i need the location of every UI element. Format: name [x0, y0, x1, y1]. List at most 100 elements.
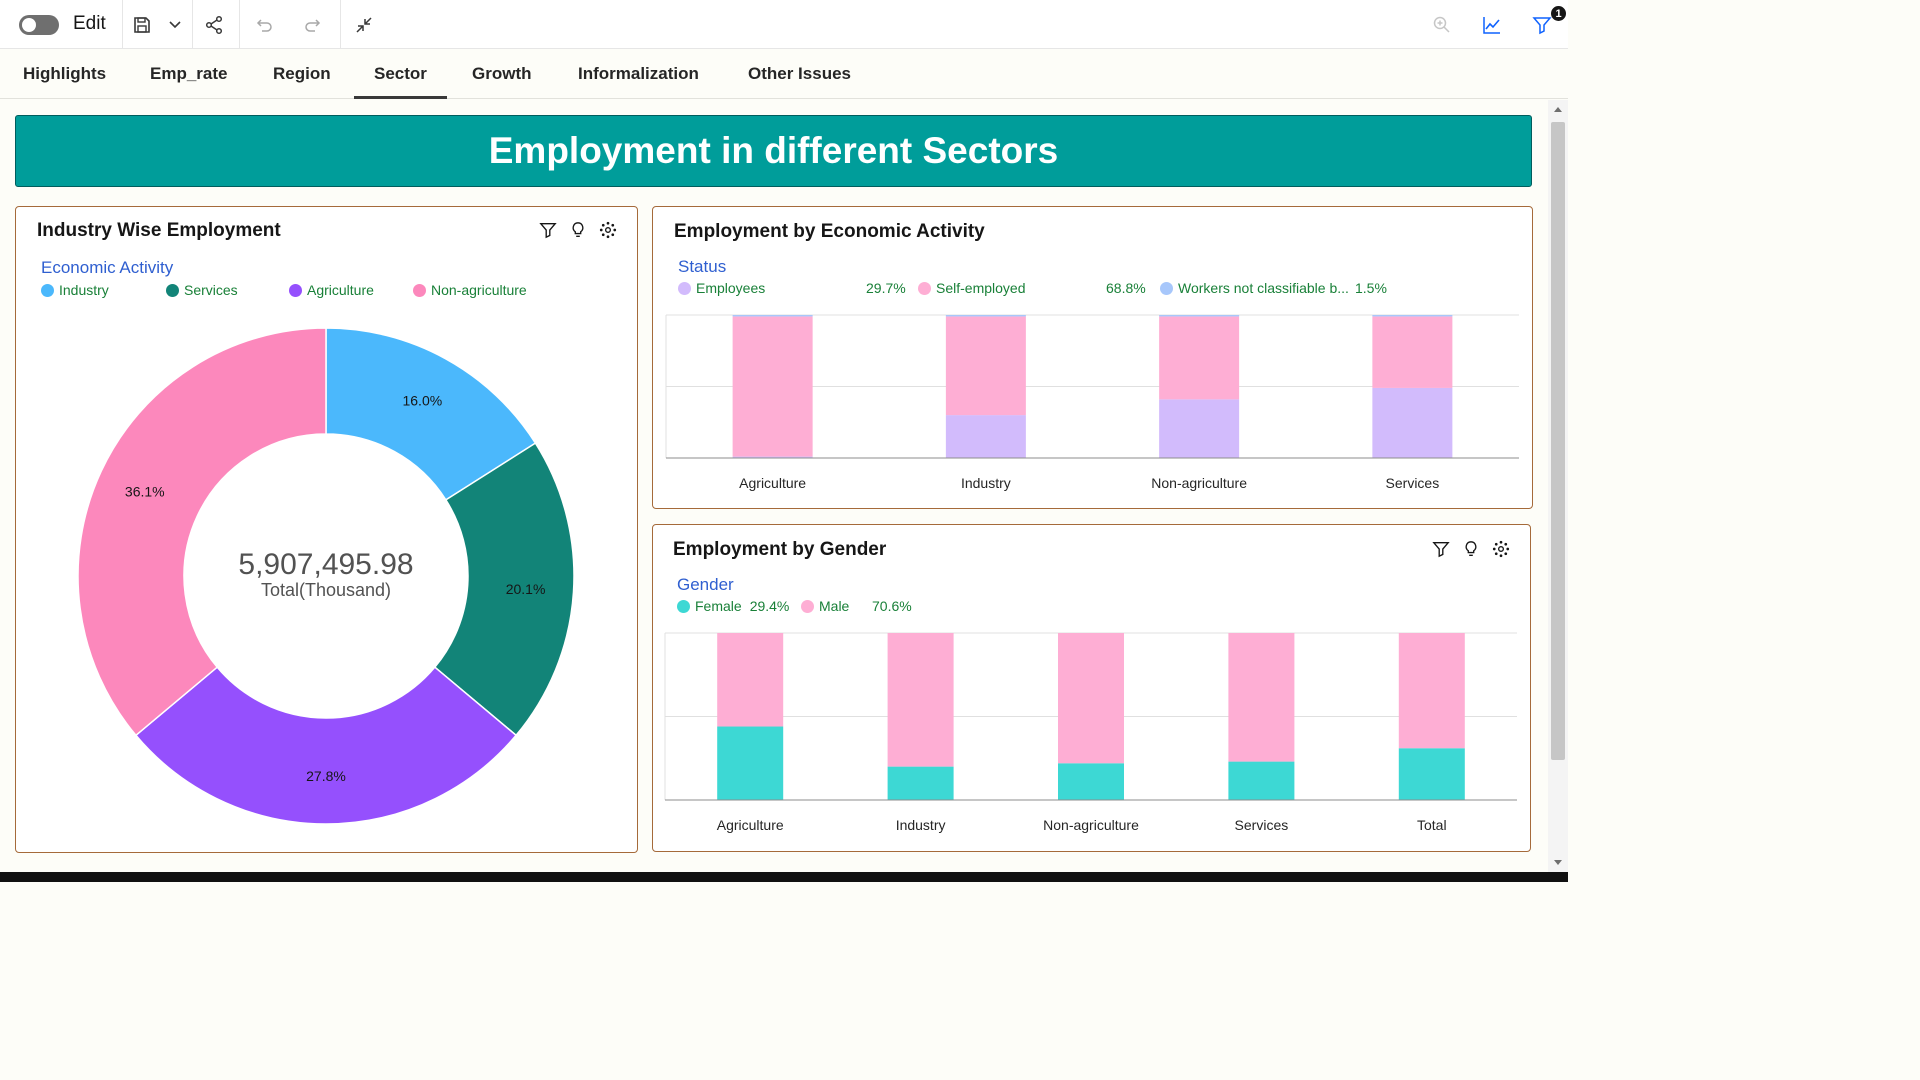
legend-item-female[interactable]: Female 29.4% [677, 598, 789, 614]
filter-icon[interactable] [1432, 540, 1450, 558]
legend-item-male[interactable]: Male [801, 598, 849, 614]
card-actions [1432, 540, 1510, 558]
card-title: Employment by Gender [673, 539, 887, 560]
legend-percent: 1.5% [1355, 280, 1387, 296]
donut-slice-agriculture[interactable] [134, 666, 518, 825]
bar-segment-employees[interactable] [945, 415, 1026, 458]
x-axis-tick-label: Non-agriculture [1043, 817, 1139, 833]
filter-icon[interactable] [539, 221, 557, 239]
bar-segment-female[interactable] [887, 766, 954, 800]
legend-pct: 29.7% [866, 280, 906, 296]
redo-icon[interactable] [301, 0, 325, 49]
bar-segment-workers-not-classifiable-b[interactable] [1159, 315, 1240, 317]
gender-employment-card: Employment by Gender Gender Female 29.4% … [652, 524, 1531, 852]
share-icon[interactable] [202, 0, 226, 49]
tab-growth[interactable]: Growth [472, 64, 532, 83]
legend-item-services[interactable]: Services [166, 282, 238, 298]
scroll-down-icon[interactable] [1548, 856, 1568, 870]
bar-segment-self-employed[interactable] [1372, 316, 1453, 388]
legend-dot [289, 283, 302, 297]
chart-trend-icon[interactable] [1480, 0, 1504, 49]
zoom-in-icon[interactable] [1430, 0, 1454, 49]
x-axis-tick-label: Total [1417, 817, 1447, 833]
card-actions [539, 221, 617, 239]
legend-item-self-employed[interactable]: Self-employed [918, 280, 1026, 296]
scroll-up-icon[interactable] [1548, 102, 1568, 116]
legend-dot [413, 283, 426, 297]
tab-sector[interactable]: Sector [354, 49, 447, 99]
bar-segment-employees[interactable] [1159, 399, 1240, 458]
bar-segment-workers-not-classifiable-b[interactable] [732, 315, 813, 317]
legend-title: Status [678, 257, 727, 276]
collapse-icon[interactable] [352, 0, 376, 49]
donut-slice-non-agriculture[interactable] [77, 327, 327, 737]
donut-slice-label: 16.0% [402, 393, 442, 409]
card-title: Employment by Economic Activity [674, 221, 985, 242]
bar-segment-workers-not-classifiable-b[interactable] [945, 315, 1026, 317]
legend-item-agriculture[interactable]: Agriculture [289, 282, 374, 298]
legend-label: Employees [696, 280, 766, 296]
tab-region[interactable]: Region [273, 64, 331, 83]
legend-item-employees[interactable]: Employees [678, 280, 765, 296]
legend-dot [677, 599, 690, 613]
save-menu-chevron-down-icon[interactable] [163, 0, 187, 49]
lightbulb-icon[interactable] [1462, 540, 1480, 558]
bar-segment-self-employed[interactable] [1159, 316, 1240, 400]
tab-informalization[interactable]: Informalization [578, 64, 699, 83]
bar-segment-female[interactable] [1398, 748, 1465, 800]
bar-segment-employees[interactable] [732, 456, 813, 458]
legend-label: Industry [59, 282, 109, 298]
bar-segment-male[interactable] [717, 633, 784, 727]
legend-percent: 68.8% [1106, 280, 1146, 296]
legend-percent: 70.6% [872, 598, 912, 614]
settings-icon[interactable] [599, 221, 617, 239]
legend-pct: 70.6% [872, 598, 912, 614]
legend-label: Non-agriculture [431, 282, 527, 298]
tab-emp-rate[interactable]: Emp_rate [150, 64, 228, 83]
bar-segment-employees[interactable] [1372, 387, 1453, 458]
economic-activity-card: Employment by Economic Activity Status E… [652, 206, 1533, 509]
bar-segment-female[interactable] [1228, 761, 1295, 800]
bar-segment-self-employed[interactable] [945, 316, 1026, 416]
bar-segment-workers-not-classifiable-b[interactable] [1372, 315, 1453, 317]
legend-pct: 68.8% [1106, 280, 1146, 296]
page-scrollbar[interactable] [1548, 100, 1568, 872]
x-axis-tick-label: Services [1235, 817, 1289, 833]
save-icon[interactable] [130, 0, 154, 49]
edit-toggle[interactable] [19, 15, 59, 35]
toolbar-divider [192, 0, 193, 49]
lightbulb-icon[interactable] [569, 221, 587, 239]
tab-bar: Highlights Emp_rate Region Sector Growth… [0, 49, 1568, 99]
bar-segment-male[interactable] [1058, 633, 1124, 764]
tab-highlights[interactable]: Highlights [23, 64, 107, 83]
bar-segment-female[interactable] [1058, 763, 1124, 800]
donut-total-label: Total(Thousand) [261, 580, 391, 600]
legend-dot [918, 281, 931, 295]
scroll-thumb[interactable] [1551, 122, 1565, 760]
toggle-knob [22, 18, 36, 32]
toolbar: Edit 1 [0, 0, 1568, 49]
legend-item-non-agriculture[interactable]: Non-agriculture [413, 282, 527, 298]
legend-title: Economic Activity [41, 258, 174, 277]
legend-item-industry[interactable]: Industry [41, 282, 109, 298]
page-banner: Employment in different Sectors [15, 115, 1532, 187]
legend-label: Services [184, 282, 238, 298]
card-title: Industry Wise Employment [37, 220, 281, 241]
tab-other-issues[interactable]: Other Issues [748, 64, 851, 83]
legend-percent: 29.4% [749, 598, 790, 614]
donut-slice-services[interactable] [433, 442, 575, 737]
bar-segment-male[interactable] [1228, 633, 1295, 762]
bar-segment-male[interactable] [887, 633, 954, 767]
edit-label: Edit [73, 13, 106, 34]
bar-segment-female[interactable] [717, 726, 784, 800]
undo-icon[interactable] [252, 0, 276, 49]
legend-title: Gender [677, 575, 734, 594]
legend-item-workers-not-classifiable[interactable]: Workers not classifiable b... [1160, 280, 1349, 296]
filter-icon[interactable] [1530, 0, 1554, 49]
x-axis-tick-label: Agriculture [717, 817, 784, 833]
x-axis-tick-label: Non-agriculture [1151, 475, 1247, 491]
bar-segment-self-employed[interactable] [732, 316, 813, 457]
bar-segment-male[interactable] [1398, 633, 1465, 749]
legend-label: Workers not classifiable b... [1178, 280, 1349, 296]
settings-icon[interactable] [1492, 540, 1510, 558]
